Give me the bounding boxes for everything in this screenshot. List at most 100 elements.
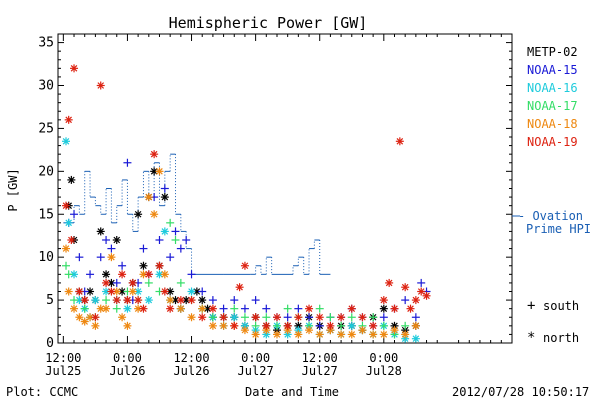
data-point — [144, 278, 153, 287]
data-point-stroke — [68, 176, 75, 184]
data-point — [62, 244, 71, 253]
data-point — [337, 313, 346, 322]
data-point-stroke — [172, 296, 179, 304]
data-point — [347, 321, 356, 330]
y-tick-label: 5 — [46, 293, 54, 308]
data-point — [358, 313, 367, 322]
data-point — [102, 304, 111, 313]
series-noaa-19 — [62, 64, 431, 330]
data-point-stroke — [412, 322, 420, 330]
data-point-stroke — [177, 305, 185, 312]
data-point — [272, 313, 281, 322]
data-point — [139, 244, 148, 253]
data-point-stroke — [412, 335, 420, 343]
data-point — [315, 321, 324, 330]
data-point-stroke — [230, 322, 238, 330]
data-point-stroke — [134, 296, 142, 304]
data-point-stroke — [295, 313, 302, 321]
data-point — [160, 270, 169, 279]
data-point — [219, 313, 228, 322]
data-point — [62, 137, 71, 146]
data-point — [70, 210, 79, 219]
data-point-stroke — [124, 296, 131, 304]
data-point — [80, 296, 89, 305]
data-point — [123, 304, 132, 313]
data-point — [262, 321, 271, 330]
legend-entry: NOAA-17 — [527, 99, 578, 113]
data-point-stroke — [150, 150, 158, 158]
data-point — [187, 270, 196, 279]
data-point-stroke — [145, 193, 153, 201]
data-point-stroke — [391, 326, 398, 334]
data-point — [64, 115, 73, 124]
data-point-stroke — [70, 65, 78, 72]
data-point — [176, 296, 185, 305]
data-point — [411, 296, 420, 305]
data-point — [187, 313, 196, 322]
data-point-stroke — [316, 331, 324, 338]
data-point-stroke — [92, 322, 99, 330]
data-point — [62, 201, 71, 210]
data-point — [176, 244, 185, 253]
x-tick-date: Jul26 — [109, 364, 145, 378]
y-tick-label: 10 — [38, 250, 54, 265]
data-point — [219, 321, 228, 330]
data-point-stroke — [337, 313, 345, 321]
data-point-stroke — [86, 288, 94, 295]
axes-frame — [57, 33, 513, 344]
data-point — [102, 287, 111, 296]
data-point — [198, 296, 207, 305]
data-point-stroke — [252, 331, 259, 338]
data-point — [272, 321, 281, 330]
data-point-stroke — [97, 82, 105, 89]
data-point-stroke — [140, 305, 147, 312]
legend-entry: NOAA-15 — [527, 63, 578, 77]
data-point-stroke — [134, 288, 142, 295]
data-point — [358, 326, 367, 335]
data-point — [347, 304, 356, 313]
data-point — [166, 218, 175, 227]
data-point — [272, 330, 281, 339]
legend: METP-02 NOAA-15 NOAA-16 NOAA-17 NOAA-18 NOAA-… — [512, 45, 591, 346]
data-point — [166, 253, 175, 262]
legend-model-line1: - Ovation — [518, 209, 583, 223]
data-point — [123, 321, 132, 330]
data-point — [118, 261, 127, 270]
data-point-stroke — [108, 288, 115, 295]
data-point-stroke — [62, 245, 70, 252]
data-point-stroke — [113, 236, 121, 244]
data-point — [102, 236, 111, 244]
data-point-stroke — [273, 331, 281, 338]
chart-title: Hemispheric Power [GW] — [169, 14, 368, 32]
data-point — [64, 218, 73, 227]
data-point — [86, 270, 95, 279]
data-point — [128, 287, 137, 296]
data-point — [171, 236, 180, 244]
data-point-stroke — [348, 331, 356, 338]
data-point — [294, 313, 303, 322]
data-point — [337, 321, 346, 330]
data-point — [417, 278, 426, 287]
data-point — [230, 313, 239, 322]
data-point — [67, 236, 76, 244]
x-tick-time: 0:00 — [241, 351, 270, 365]
legend-entry: METP-02 — [527, 45, 578, 59]
x-tick-date: Jul27 — [302, 364, 338, 378]
data-point-stroke — [316, 313, 324, 321]
data-point — [150, 210, 159, 219]
data-point-stroke — [204, 305, 211, 312]
y-ticks: 0 5 10 15 20 25 30 35 — [38, 36, 512, 351]
data-point — [187, 296, 196, 305]
data-point — [70, 64, 79, 73]
data-point-stroke — [118, 313, 126, 321]
data-point-stroke — [423, 292, 430, 300]
data-point — [102, 278, 111, 287]
data-point — [251, 330, 260, 339]
data-point — [251, 296, 260, 305]
data-point-stroke — [348, 305, 356, 312]
legend-model-line2: Prime HPI — [526, 222, 591, 236]
data-point — [112, 278, 121, 287]
data-point — [379, 313, 388, 322]
data-point — [139, 261, 148, 270]
